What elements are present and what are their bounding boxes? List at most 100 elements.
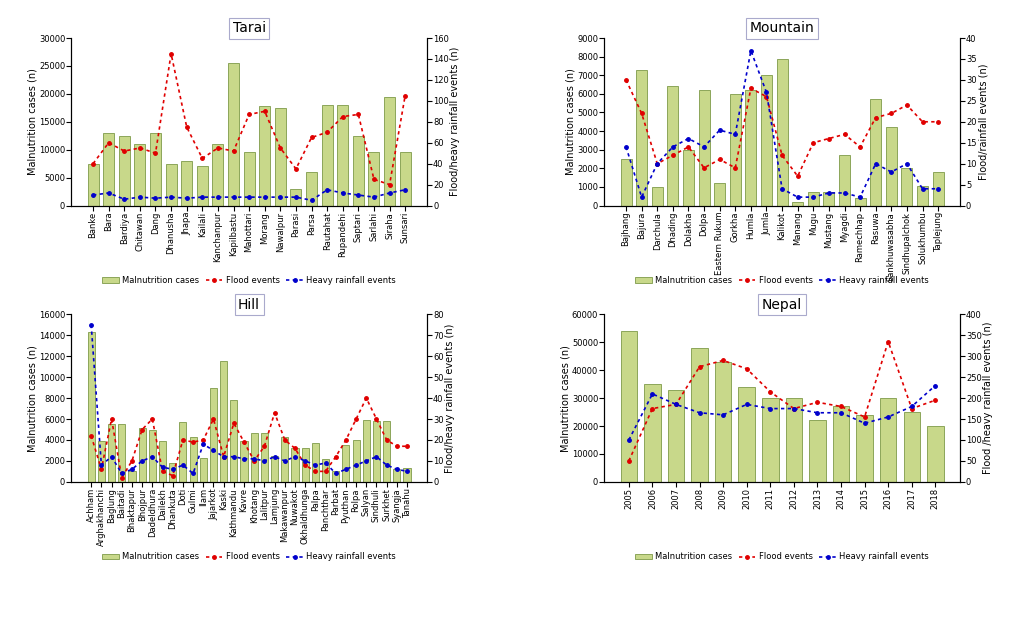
Bar: [275, 108, 286, 205]
Y-axis label: Flood /heavy rainfall events (n): Flood /heavy rainfall events (n): [983, 322, 993, 474]
Bar: [244, 153, 254, 205]
Legend: Malnutrition cases, Flood events, Heavy rainfall events: Malnutrition cases, Flood events, Heavy …: [99, 273, 399, 288]
Bar: [792, 202, 804, 205]
Bar: [698, 90, 710, 205]
Bar: [260, 432, 268, 482]
Y-axis label: Malnutrition cases (n): Malnutrition cases (n): [561, 345, 571, 451]
Bar: [810, 420, 826, 482]
Bar: [182, 161, 192, 205]
Bar: [621, 159, 632, 205]
Bar: [231, 400, 238, 482]
Y-axis label: Malnutrition cases (n): Malnutrition cases (n): [28, 345, 38, 451]
Bar: [118, 424, 126, 482]
Bar: [118, 136, 130, 205]
Legend: Malnutrition cases, Flood events, Heavy rainfall events: Malnutrition cases, Flood events, Heavy …: [632, 549, 932, 565]
Bar: [857, 415, 873, 482]
Bar: [108, 424, 115, 482]
Y-axis label: Flood/heavy rainfall events (n): Flood/heavy rainfall events (n): [450, 47, 460, 197]
Bar: [904, 412, 920, 482]
Y-axis label: Malnutrition cases (n): Malnutrition cases (n): [566, 68, 576, 175]
Y-axis label: Flood/rainfall events (n): Flood/rainfall events (n): [978, 63, 988, 180]
Bar: [668, 390, 684, 482]
Bar: [761, 75, 772, 205]
Bar: [393, 469, 400, 482]
Bar: [880, 398, 896, 482]
Bar: [332, 471, 339, 482]
Title: Tarai: Tarai: [233, 22, 265, 36]
Y-axis label: Flood/heavy rainfall events (n): Flood/heavy rainfall events (n): [445, 323, 455, 473]
Bar: [291, 448, 298, 482]
Bar: [399, 153, 410, 205]
Bar: [691, 348, 708, 482]
Bar: [98, 441, 105, 482]
Bar: [715, 362, 731, 482]
Bar: [190, 437, 197, 482]
Bar: [621, 331, 637, 482]
Bar: [839, 155, 849, 205]
Bar: [311, 443, 319, 482]
Legend: Malnutrition cases, Flood events, Heavy rainfall events: Malnutrition cases, Flood events, Heavy …: [632, 273, 932, 288]
Bar: [169, 463, 177, 482]
Bar: [212, 144, 224, 205]
Bar: [149, 429, 156, 482]
Bar: [281, 437, 288, 482]
Bar: [221, 361, 228, 482]
Bar: [932, 172, 943, 205]
Bar: [636, 70, 647, 205]
Bar: [180, 422, 187, 482]
Bar: [165, 164, 177, 205]
Bar: [855, 198, 866, 205]
Legend: Malnutrition cases, Flood events, Heavy rainfall events: Malnutrition cases, Flood events, Heavy …: [99, 549, 399, 565]
Bar: [197, 167, 207, 205]
Bar: [917, 186, 928, 205]
Bar: [159, 441, 166, 482]
Bar: [785, 398, 803, 482]
Bar: [384, 96, 395, 205]
Bar: [271, 456, 278, 482]
Bar: [833, 406, 849, 482]
Bar: [777, 58, 787, 205]
Bar: [715, 183, 725, 205]
Bar: [342, 445, 349, 482]
Bar: [373, 421, 380, 482]
Bar: [291, 189, 301, 205]
Bar: [337, 105, 348, 205]
Bar: [886, 127, 896, 205]
Bar: [200, 458, 207, 482]
Bar: [730, 94, 740, 205]
Bar: [88, 332, 95, 482]
Bar: [362, 420, 370, 482]
Bar: [403, 469, 410, 482]
Bar: [88, 164, 99, 205]
Title: Hill: Hill: [238, 298, 260, 312]
Bar: [306, 172, 317, 205]
Bar: [369, 153, 380, 205]
Bar: [824, 193, 834, 205]
Title: Mountain: Mountain: [749, 22, 815, 36]
Bar: [651, 187, 663, 205]
Bar: [250, 432, 257, 482]
Bar: [902, 168, 913, 205]
Bar: [927, 426, 943, 482]
Bar: [762, 398, 779, 482]
Bar: [644, 384, 661, 482]
Bar: [383, 421, 390, 482]
Bar: [103, 133, 114, 205]
Bar: [870, 100, 881, 205]
Bar: [150, 133, 161, 205]
Bar: [228, 63, 239, 205]
Bar: [353, 136, 363, 205]
Bar: [129, 471, 136, 482]
Title: Nepal: Nepal: [762, 298, 803, 312]
Bar: [322, 459, 329, 482]
Bar: [668, 86, 678, 205]
Bar: [301, 448, 308, 482]
Bar: [738, 387, 755, 482]
Y-axis label: Malnutrition cases (n): Malnutrition cases (n): [28, 68, 38, 175]
Bar: [210, 387, 217, 482]
Bar: [352, 440, 359, 482]
Bar: [259, 106, 271, 205]
Bar: [322, 105, 333, 205]
Bar: [139, 429, 146, 482]
Bar: [241, 441, 248, 482]
